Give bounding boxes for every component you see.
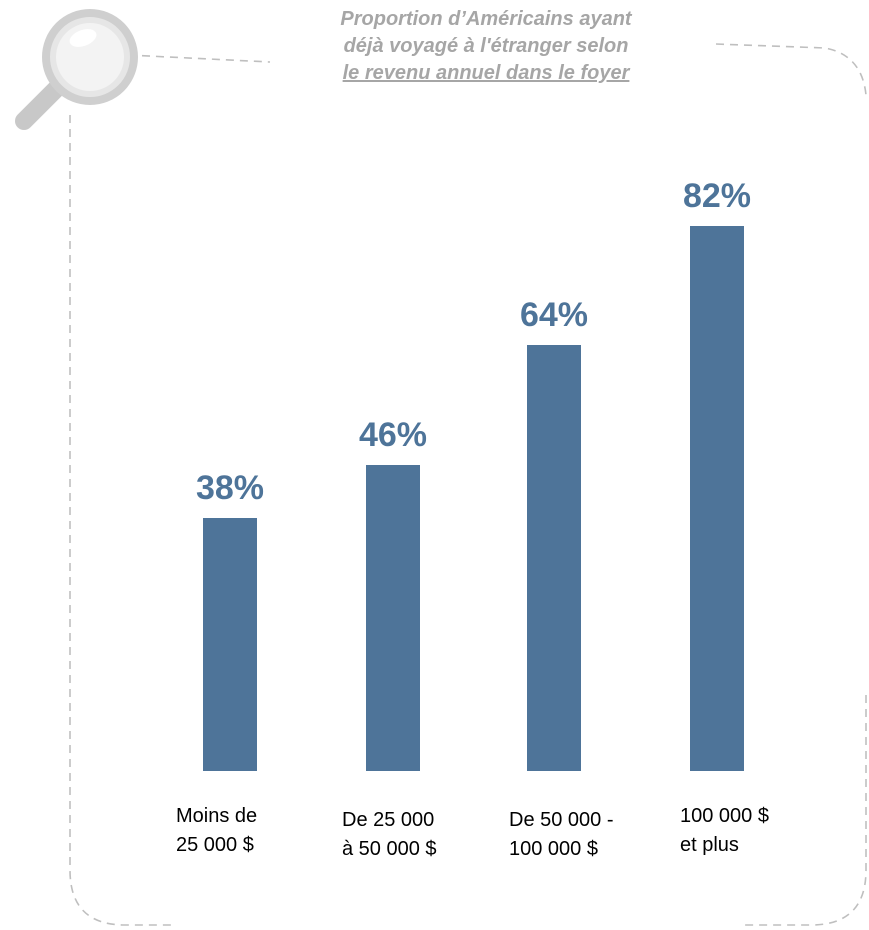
data-label-1: 38% [195, 469, 265, 508]
frame-top-right-line [715, 43, 867, 96]
chart-title-line-1: Proportion d’Américains ayant [340, 8, 632, 30]
data-label-3: 64% [519, 296, 589, 335]
magnifier-icon [15, 9, 138, 130]
bar-1 [203, 518, 257, 771]
chart-title-line-3: le revenu annuel dans le foyer [342, 62, 630, 84]
chart-title-line-2: déjà voyagé à l'étranger selon [343, 35, 629, 57]
chart-title: Proportion d’Américains ayant déjà voyag… [268, 6, 704, 87]
category-label-2-line-2: à 50 000 $ [342, 838, 437, 860]
category-label-1-line-1: Moins de [176, 805, 258, 827]
category-label-3: De 50 000 - 100 000 $ [509, 806, 649, 864]
frame-top-left-line [127, 54, 271, 63]
category-label-4-line-1: 100 000 $ [680, 805, 769, 827]
bar-2 [366, 465, 420, 771]
category-label-2-line-1: De 25 000 [342, 809, 435, 831]
data-label-2: 46% [358, 416, 428, 455]
category-label-4-line-2: et plus [680, 834, 739, 856]
bar-3 [527, 345, 581, 771]
data-label-4: 82% [682, 176, 752, 215]
category-label-2: De 25 000 à 50 000 $ [342, 806, 482, 864]
category-label-3-line-2: 100 000 $ [509, 838, 598, 860]
category-label-3-line-1: De 50 000 - [509, 809, 614, 831]
category-label-1: Moins de 25 000 $ [176, 802, 316, 860]
category-label-4: 100 000 $ et plus [680, 802, 820, 860]
frame-left-line [69, 115, 175, 926]
bar-4 [690, 225, 744, 771]
category-label-1-line-2: 25 000 $ [176, 834, 254, 856]
